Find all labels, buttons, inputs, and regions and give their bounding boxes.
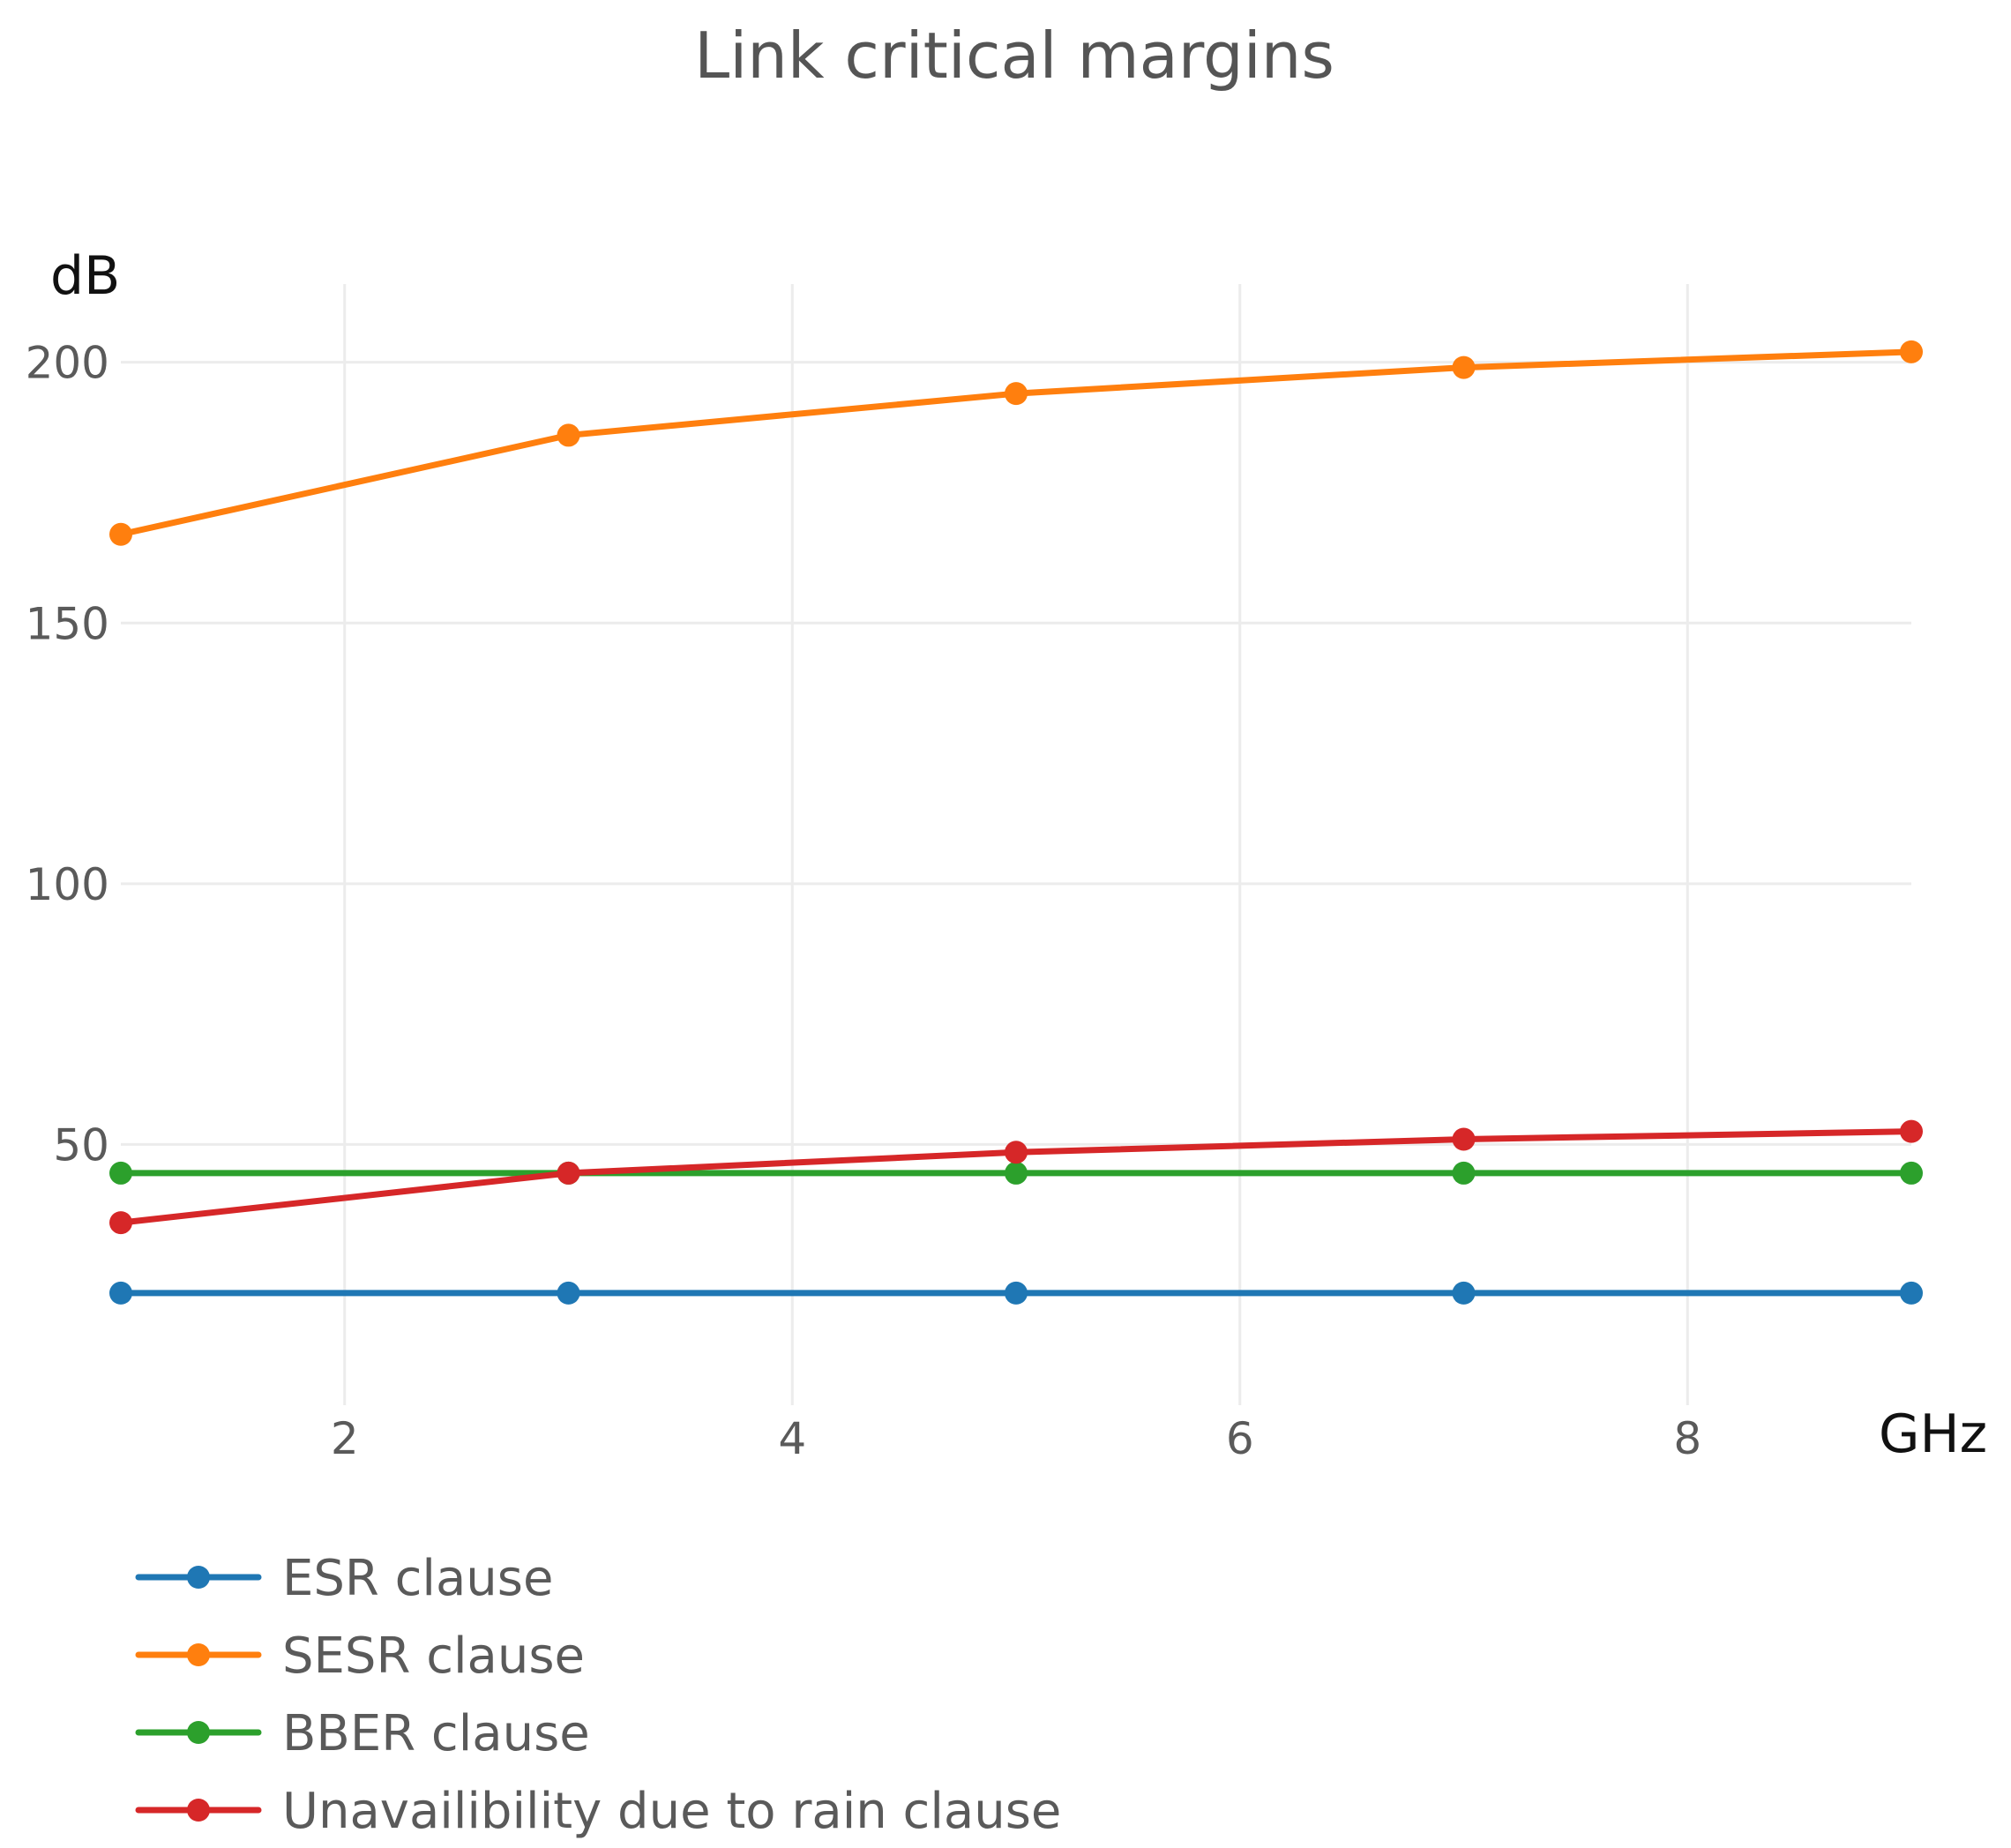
data-point-bber-clause (109, 1161, 132, 1185)
x-axis-unit-label: GHz (1879, 1403, 1987, 1465)
data-point-sesr-clause (109, 522, 132, 546)
y-tick-label: 200 (26, 338, 109, 389)
legend-label-unavailibility-due-to-rain-clause: Unavailibility due to rain clause (282, 1783, 1061, 1840)
y-tick-label: 50 (53, 1119, 109, 1171)
series-line-sesr-clause (117, 348, 1915, 538)
x-tick-label: 6 (1226, 1413, 1254, 1464)
data-point-sesr-clause (1900, 340, 1923, 363)
data-point-esr-clause (1900, 1281, 1923, 1305)
chart-title: Link critical margins (694, 19, 1334, 93)
legend-marker-sesr-clause (187, 1643, 210, 1666)
data-point-esr-clause (1452, 1281, 1476, 1305)
data-point-bber-clause (1005, 1161, 1028, 1185)
data-point-bber-clause (1900, 1161, 1923, 1185)
legend-label-bber-clause: BBER clause (282, 1705, 590, 1762)
legend-marker-esr-clause (187, 1566, 210, 1589)
data-point-sesr-clause (1452, 355, 1476, 379)
legend: ESR clause SESR clause BBER clause Unavaili… (135, 1550, 1061, 1840)
data-point-sesr-clause (1005, 382, 1028, 406)
data-point-unavailibility-due-to-rain-clause (1900, 1119, 1923, 1143)
data-point-unavailibility-due-to-rain-clause (557, 1161, 580, 1185)
legend-label-sesr-clause: SESR clause (282, 1627, 585, 1685)
y-axis-unit-label: dB (50, 245, 120, 307)
legend-marker-bber-clause (187, 1721, 210, 1744)
data-point-bber-clause (1452, 1161, 1476, 1185)
data-point-esr-clause (1005, 1281, 1028, 1305)
axis-ticks: 2 4 6 8 50 100 150 200 (26, 338, 1702, 1464)
data-point-esr-clause (557, 1281, 580, 1305)
x-tick-label: 8 (1673, 1413, 1701, 1464)
x-tick-label: 4 (778, 1413, 806, 1464)
y-tick-label: 100 (26, 859, 109, 910)
data-point-esr-clause (109, 1281, 132, 1305)
grid (121, 284, 1911, 1405)
plot-series (109, 340, 1923, 1305)
data-point-unavailibility-due-to-rain-clause (1452, 1127, 1476, 1151)
legend-label-esr-clause: ESR clause (282, 1550, 553, 1607)
x-tick-label: 2 (331, 1413, 359, 1464)
data-point-unavailibility-due-to-rain-clause (1005, 1141, 1028, 1164)
legend-marker-unavailibility-due-to-rain-clause (187, 1799, 210, 1822)
y-tick-label: 150 (26, 598, 109, 649)
data-point-sesr-clause (557, 423, 580, 447)
data-point-unavailibility-due-to-rain-clause (109, 1211, 132, 1235)
